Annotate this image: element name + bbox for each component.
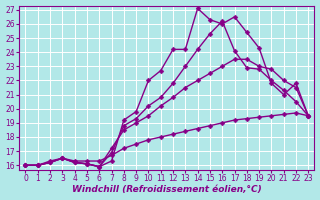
X-axis label: Windchill (Refroidissement éolien,°C): Windchill (Refroidissement éolien,°C)	[72, 185, 262, 194]
